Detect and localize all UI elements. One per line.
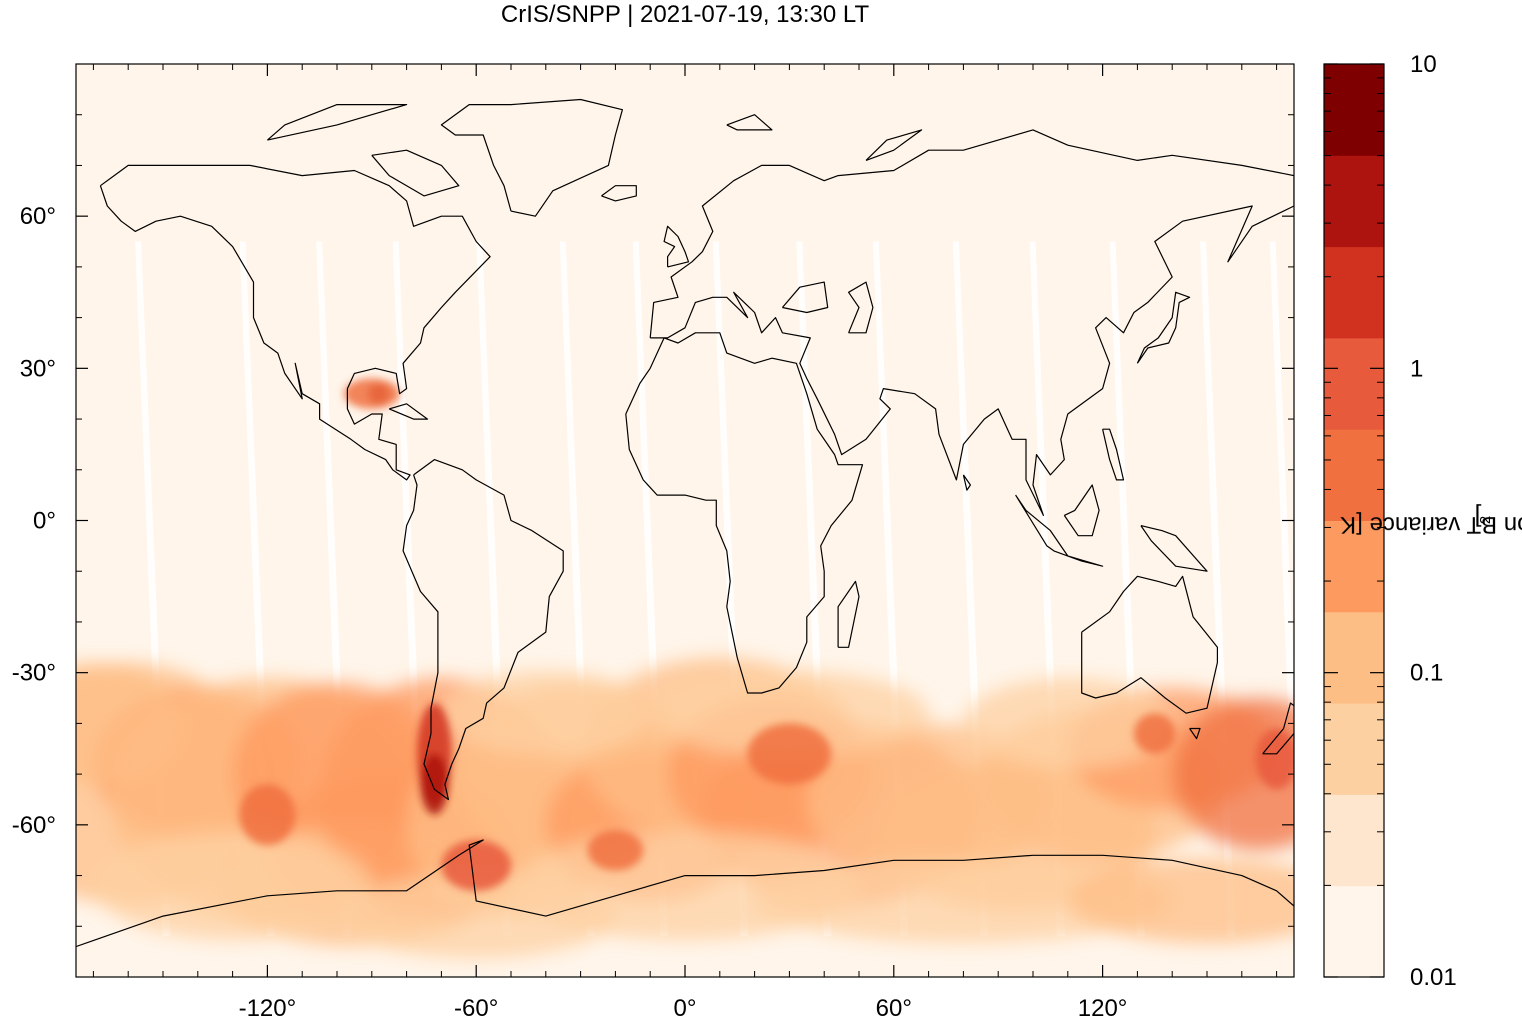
coastline (402, 459, 564, 801)
coastline (99, 164, 491, 481)
colorbar-segment (1324, 885, 1384, 978)
coastline (781, 281, 829, 314)
coastlines (76, 98, 1294, 948)
variance-patch (1067, 858, 1294, 944)
colorbar-segment (1324, 337, 1384, 430)
coastline (1189, 727, 1201, 740)
variance-patch (754, 858, 1173, 944)
colorbar-title-end: ] (1474, 502, 1482, 530)
colorbar-segment (1324, 155, 1384, 248)
y-tick-label: -60° (12, 812, 56, 839)
colorbar-ticks: 10 1 0.1 0.01 (1324, 51, 1457, 991)
coastline (76, 839, 1294, 948)
colorbar-segment (1324, 611, 1384, 704)
x-tick-label: 120° (1078, 995, 1128, 1020)
colorbar (1324, 64, 1384, 978)
x-tick-label: -60° (454, 995, 498, 1020)
x-tick-label: 60° (876, 995, 912, 1020)
colorbar-segment (1324, 520, 1384, 613)
coastline (267, 104, 408, 141)
variance-hotspot (1133, 713, 1176, 754)
variance-hotspot (239, 784, 296, 846)
colorbar-tick-label: 0.1 (1410, 660, 1443, 687)
variance-patch (337, 873, 616, 959)
coastline (388, 403, 429, 420)
colorbar-tick-label: 0.01 (1410, 964, 1457, 991)
colorbar-segment (1324, 246, 1384, 339)
coastline (1081, 575, 1218, 714)
y-axis: 60° 30° 0° -30° -60° (12, 114, 1294, 927)
coastline (1102, 428, 1125, 481)
coastline (1262, 702, 1294, 755)
coastline (1063, 484, 1100, 537)
colorbar-segment (1324, 703, 1384, 795)
coastline (1136, 291, 1191, 364)
variance-patch (441, 670, 651, 756)
variance-hotspot (441, 840, 512, 891)
variance-patch (650, 670, 929, 756)
y-tick-label: -30° (12, 660, 56, 687)
colorbar-tick-label: 10 (1410, 51, 1437, 78)
colorbar-segment (1324, 64, 1384, 156)
coastline (663, 225, 690, 268)
map-plot-area (76, 64, 1294, 977)
coastline (1140, 525, 1208, 572)
x-axis: -120° -60° 0° 60° 120° (92, 64, 1278, 1020)
coastline (649, 129, 1294, 516)
x-tick-label: -120° (239, 995, 297, 1020)
coastline (440, 98, 623, 217)
colorbar-title-text: 4.3 micron BT variance [K (1340, 511, 1522, 539)
colorbar-segment (1324, 794, 1384, 887)
coastline (371, 149, 460, 197)
colorbar-segment (1324, 429, 1384, 521)
coastline (962, 474, 971, 491)
variance-hotspot (343, 378, 400, 409)
variance-hotspot (420, 753, 449, 815)
y-tick-label: 0° (33, 508, 56, 535)
variance-patch (93, 830, 372, 941)
variance-hotspots (239, 378, 1294, 891)
variance-hotspot (747, 723, 832, 785)
coastline (848, 281, 874, 334)
coastline (1015, 494, 1104, 567)
coastline (865, 129, 923, 161)
chart-title: CrIS/SNPP | 2021-07-19, 13:30 LT (500, 1, 870, 28)
variance-patch (963, 677, 1173, 770)
coastline (726, 114, 773, 131)
variance-field (76, 657, 1294, 959)
y-tick-label: 60° (20, 203, 56, 230)
variance-patch (76, 662, 181, 785)
x-tick-label: 0° (674, 995, 697, 1020)
coastline (601, 185, 637, 202)
colorbar-tick-label: 1 (1410, 355, 1423, 382)
coastline (625, 332, 864, 694)
variance-hotspot (1255, 728, 1294, 790)
variance-hotspot (587, 829, 644, 871)
y-tick-label: 30° (20, 355, 56, 382)
coastline (837, 580, 860, 648)
colorbar-frame (1323, 63, 1385, 978)
